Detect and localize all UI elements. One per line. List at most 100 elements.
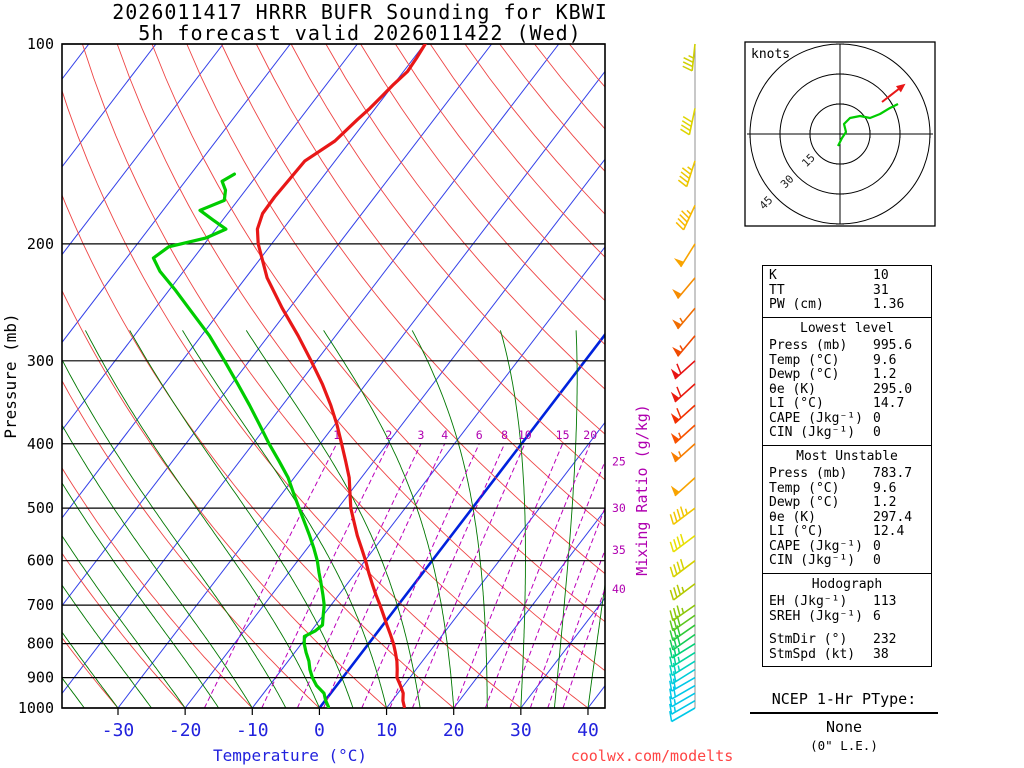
stat-row: SREH (Jkg⁻¹) 6	[769, 608, 925, 625]
isotherm-line	[62, 44, 157, 168]
mixing-ratio-line	[454, 443, 564, 708]
stat-label: SREH (Jkg⁻¹)	[769, 608, 863, 624]
stat-value: 995.6	[873, 338, 913, 353]
stat-row: LI (°C) 12.4	[769, 524, 925, 540]
stat-row: Press (mb) 995.6	[769, 338, 925, 354]
stat-value: 295.0	[873, 381, 913, 397]
wind-barb-feather	[672, 662, 677, 674]
isotherm-line	[453, 509, 605, 708]
wind-barb-half-feather	[673, 699, 677, 705]
moist-adiabat-line	[62, 631, 119, 708]
isotherm-line	[62, 44, 291, 344]
wind-barb-feather	[672, 671, 677, 682]
wind-barb-half-feather	[677, 665, 681, 672]
isotherm-line	[62, 44, 358, 431]
stat-label: θe (K)	[769, 509, 816, 525]
wind-barb-feather	[680, 128, 690, 136]
wind-barb-flag	[673, 258, 684, 267]
wind-barb-staff	[680, 243, 696, 268]
wind-barb-feather	[672, 645, 677, 656]
stat-value: 1.36	[873, 297, 905, 312]
mixing-ratio-value-label: 20	[583, 428, 597, 442]
stat-label: K	[769, 268, 777, 283]
dry-adiabat-line	[116, 44, 605, 672]
mixing-ratio-value-label: 30	[612, 501, 626, 515]
stat-row: θe (K) 297.4	[769, 509, 925, 526]
stat-label: Temp (°C)	[769, 480, 840, 496]
wind-barb-feather	[682, 61, 693, 68]
wind-barb-feather	[679, 506, 685, 517]
mixing-ratio-value-label: 2	[385, 428, 392, 442]
pressure-tick-label: 200	[27, 235, 54, 253]
wind-barb-feather	[676, 508, 682, 520]
temperature-tick-label: -20	[169, 720, 202, 741]
stats-section: Most Unstable Press (mb) 783.7 Temp (°C) 9.6…	[762, 444, 932, 574]
stat-label: CIN (Jkg⁻¹)	[769, 553, 856, 568]
wind-barb-feather	[679, 533, 685, 545]
wind-barb-feather	[673, 511, 678, 522]
wind-barb-feather	[669, 514, 675, 525]
wind-barb-feather	[681, 120, 692, 127]
stat-row: Temp (°C) 9.6	[769, 352, 925, 369]
stat-value: 12.4	[873, 524, 905, 539]
stat-label: Press (mb)	[769, 338, 848, 353]
stat-value: 10	[873, 268, 889, 283]
wind-barb-feather	[669, 610, 674, 621]
stat-value: 0	[873, 425, 881, 440]
wind-barb-staff	[674, 443, 696, 463]
dry-adiabat-line	[62, 552, 186, 708]
dry-adiabat-line	[360, 44, 605, 346]
temperature-tick-label: 30	[510, 720, 532, 741]
stat-value: 0	[873, 410, 881, 426]
mixing-ratio-value-label: 4	[441, 428, 448, 442]
stat-row: Temp (°C) 9.6	[769, 480, 925, 497]
dry-adiabat-line	[255, 44, 605, 481]
stats-panel: K 10 TT 31 PW (cm) 1.36 Lowest level Press (mb)…	[762, 265, 932, 667]
ptype-label: NCEP 1-Hr PType:	[750, 690, 938, 714]
hodograph-ring	[749, 43, 931, 225]
stat-row: CAPE (Jkg⁻¹) 0	[769, 538, 925, 555]
wind-barb-feather	[673, 564, 678, 575]
pressure-tick-label: 900	[27, 669, 54, 687]
moist-adiabat-line	[323, 330, 455, 708]
stat-value: 0	[873, 538, 881, 554]
isotherm-line	[251, 246, 605, 708]
pressure-tick-label: 600	[27, 552, 54, 570]
stat-label: Dewp (°C)	[769, 367, 840, 382]
wind-barb-half-feather	[688, 54, 694, 59]
stat-row: CIN (Jkg⁻¹) 0	[769, 425, 925, 441]
stat-label: PW (cm)	[769, 297, 824, 312]
wind-barb-flag	[672, 346, 682, 357]
stat-row: EH (Jkg⁻¹) 113	[769, 594, 925, 610]
wind-barb-half-feather	[681, 586, 685, 593]
ptype-panel: NCEP 1-Hr PType: None (0" L.E.)	[750, 690, 938, 753]
stat-value: 0	[873, 553, 881, 568]
wind-barb-half-feather	[679, 317, 684, 324]
dry-adiabat-line	[62, 467, 253, 708]
dry-adiabat-line	[62, 89, 522, 708]
stat-value: 1.2	[873, 367, 897, 382]
stat-row: LI (°C) 14.7	[769, 396, 925, 412]
wind-barb-half-feather	[686, 209, 692, 215]
mixing-ratio-value-label: 8	[501, 428, 508, 442]
dry-adiabat-line	[151, 44, 605, 623]
wind-barb-half-feather	[684, 508, 688, 515]
mixing-ratio-value-label: 35	[612, 543, 626, 557]
stat-value: 9.6	[873, 480, 897, 496]
hodograph-trace	[837, 103, 899, 147]
wind-barb-half-feather	[673, 706, 677, 713]
wind-barb-feather	[676, 584, 682, 596]
isotherm-line	[62, 44, 493, 607]
temperature-tick-label: -10	[236, 720, 269, 741]
plot-frame	[61, 43, 606, 709]
wind-barb-feather	[669, 639, 674, 651]
hodograph-ring	[809, 103, 871, 165]
wind-barb-flag	[672, 319, 682, 329]
stat-value: 9.6	[873, 352, 897, 368]
temperature-tick-label: 0	[314, 720, 325, 741]
temperature-tick-label: -30	[102, 720, 135, 741]
stats-section: Hodograph EH (Jkg⁻¹) 113 SREH (Jkg⁻¹) 6 StmDi…	[762, 572, 932, 667]
wind-barb-feather	[669, 688, 673, 700]
stat-row: θe (K) 295.0	[769, 381, 925, 398]
